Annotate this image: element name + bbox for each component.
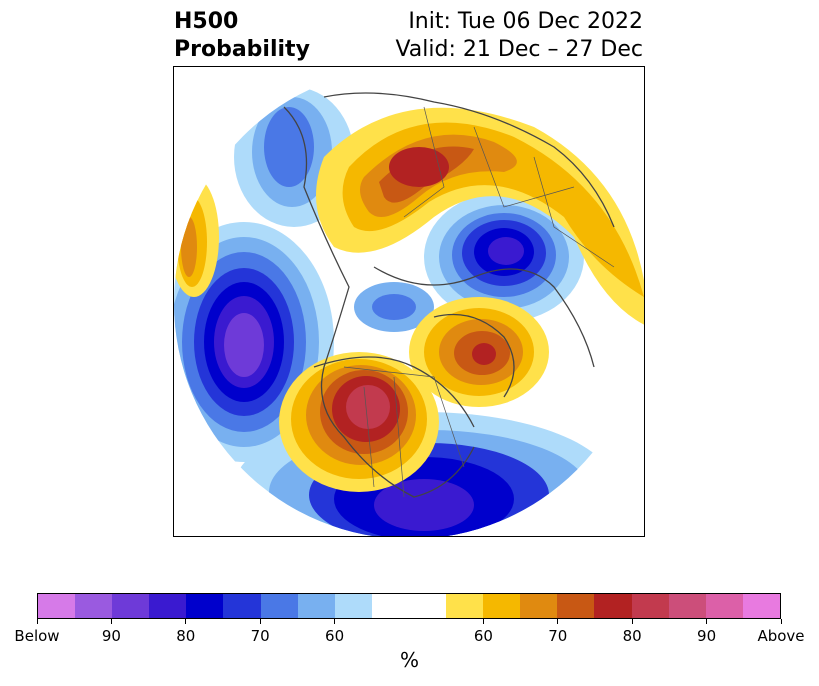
borders	[343, 106, 615, 498]
title-valid: Valid: 21 Dec – 27 Dec	[395, 37, 643, 62]
colorbar-tick	[706, 619, 708, 624]
colorbar-tick-label: 70	[250, 627, 270, 645]
colorbar-swatch	[112, 594, 150, 618]
colorbar-swatch	[223, 594, 261, 618]
colorbar-swatch	[371, 594, 409, 618]
colorbar-ticks	[36, 619, 782, 625]
colorbar-tick-label: Below	[14, 627, 60, 645]
below-anomaly-siberia	[424, 192, 584, 322]
colorbar-tick	[259, 619, 261, 624]
colorbar-swatch	[75, 594, 113, 618]
chart-title-right: Init: Tue 06 Dec 2022 Valid: 21 Dec – 27…	[395, 8, 643, 64]
colorbar-unit: %	[399, 648, 419, 672]
above-anomaly-europe	[409, 297, 549, 407]
colorbar-tick	[557, 619, 559, 624]
polar-map-svg: .b0{fill:#aedbfa}.b1{fill:#78b0f0}.b2{fi…	[174, 67, 644, 536]
title-product: Probability	[174, 37, 310, 62]
colorbar-tick-label: 60	[325, 627, 345, 645]
colorbar-swatch	[149, 594, 187, 618]
colorbar-swatch	[557, 594, 595, 618]
colorbar-swatch	[446, 594, 484, 618]
colorbar-swatch	[742, 594, 780, 618]
colorbar-tick-label: 70	[548, 627, 568, 645]
colorbar-tick-label: 90	[101, 627, 121, 645]
probability-map: .b0{fill:#aedbfa}.b1{fill:#78b0f0}.b2{fi…	[173, 66, 645, 537]
colorbar-swatch	[594, 594, 632, 618]
colorbar-tick-label: 80	[176, 627, 196, 645]
colorbar-swatch	[705, 594, 743, 618]
colorbar-swatch	[631, 594, 669, 618]
colorbar-swatch	[668, 594, 706, 618]
colorbar-tick	[36, 619, 38, 624]
colorbar-swatch	[334, 594, 372, 618]
colorbar-swatch	[186, 594, 224, 618]
colorbar-tick	[334, 619, 336, 624]
colorbar-tick-label: 80	[622, 627, 642, 645]
colorbar	[37, 593, 781, 619]
colorbar-tick	[482, 619, 484, 624]
chart-title-left: H500 Probability	[174, 8, 310, 64]
title-variable: H500	[174, 9, 239, 34]
colorbar-tick	[110, 619, 112, 624]
colorbar-swatch	[408, 594, 447, 618]
above-anomaly-eurasia	[316, 107, 644, 327]
colorbar-swatch	[38, 594, 76, 618]
colorbar-tick-label: 60	[473, 627, 493, 645]
above-anomaly-north-america	[279, 352, 439, 492]
colorbar-swatch	[297, 594, 335, 618]
colorbar-tick	[185, 619, 187, 624]
colorbar-swatch	[260, 594, 298, 618]
colorbar-tick-label: 90	[697, 627, 717, 645]
colorbar-swatch	[483, 594, 521, 618]
title-init: Init: Tue 06 Dec 2022	[408, 9, 643, 34]
colorbar-tick	[780, 619, 782, 624]
colorbar-tick-label: Above	[757, 627, 805, 645]
colorbar-swatch	[520, 594, 558, 618]
coastlines	[283, 92, 615, 498]
colorbar-tick	[631, 619, 633, 624]
